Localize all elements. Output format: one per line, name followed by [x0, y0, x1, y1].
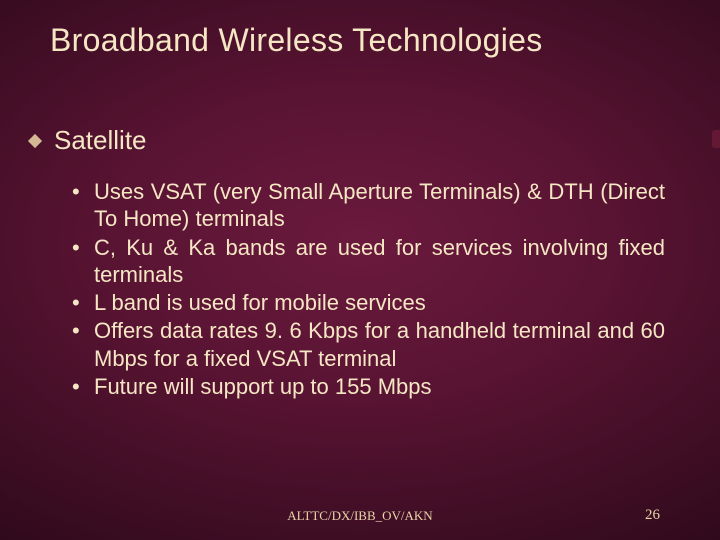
- footer-center: ALTTC/DX/IBB_OV/AKN: [0, 508, 720, 524]
- bullet-item: •C, Ku & Ka bands are used for services …: [72, 234, 665, 289]
- bullet-text: Offers data rates 9. 6 Kbps for a handhe…: [94, 317, 665, 372]
- bullet-list: •Uses VSAT (very Small Aperture Terminal…: [72, 178, 665, 401]
- bullet-marker-icon: •: [72, 289, 94, 316]
- bullet-item: •L band is used for mobile services: [72, 289, 665, 316]
- subhead-row: Satellite: [30, 125, 147, 156]
- bullet-item: •Uses VSAT (very Small Aperture Terminal…: [72, 178, 665, 233]
- footer-page-number: 26: [645, 507, 660, 524]
- bullet-marker-icon: •: [72, 234, 94, 289]
- bullet-marker-icon: •: [72, 373, 94, 400]
- bullet-text: L band is used for mobile services: [94, 289, 665, 316]
- bullet-marker-icon: •: [72, 317, 94, 372]
- slide: Broadband Wireless Technologies Satellit…: [0, 0, 720, 540]
- bullet-marker-icon: •: [72, 178, 94, 233]
- bullet-text: C, Ku & Ka bands are used for services i…: [94, 234, 665, 289]
- bullet-text: Uses VSAT (very Small Aperture Terminals…: [94, 178, 665, 233]
- bullet-text: Future will support up to 155 Mbps: [94, 373, 665, 400]
- slide-title: Broadband Wireless Technologies: [50, 22, 680, 59]
- bullet-item: •Offers data rates 9. 6 Kbps for a handh…: [72, 317, 665, 372]
- bullet-item: •Future will support up to 155 Mbps: [72, 373, 665, 400]
- edge-notch: [712, 130, 720, 148]
- diamond-bullet-icon: [28, 133, 42, 147]
- slide-subhead: Satellite: [54, 125, 147, 156]
